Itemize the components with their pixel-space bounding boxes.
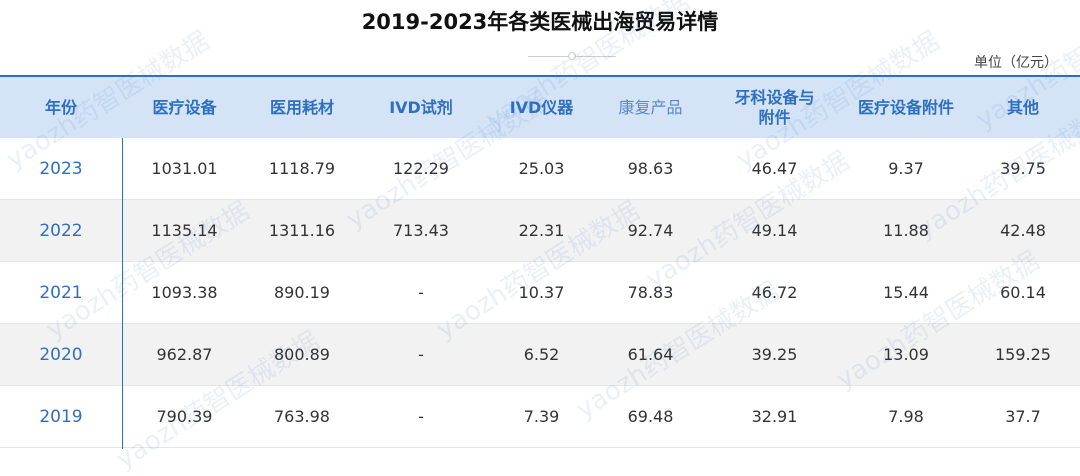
year-cell: 2020	[39, 344, 83, 365]
value-cell: 46.47	[751, 159, 798, 178]
value-cell: 49.14	[751, 221, 798, 240]
header-cell-ivd-reagents: IVD试剂	[389, 97, 453, 117]
value-cell: 1093.38	[151, 283, 218, 302]
table-row: 2022 1135.14 1311.16 713.43 22.31 92.74 49.14 1…	[0, 200, 1080, 262]
value-cell: 1135.14	[151, 221, 218, 240]
value-cell: 39.25	[751, 345, 798, 364]
year-column-divider	[122, 138, 123, 449]
value-cell: 7.98	[888, 407, 924, 426]
value-cell: 713.43	[393, 221, 449, 240]
value-cell: 10.37	[518, 283, 565, 302]
divider-dot	[568, 52, 576, 60]
year-cell: 2019	[39, 406, 83, 427]
header-cell-rehab: 康复产品	[618, 97, 683, 117]
value-cell: 98.63	[627, 159, 674, 178]
value-cell: 15.44	[883, 283, 929, 302]
year-cell: 2023	[39, 158, 83, 179]
value-cell: 962.87	[156, 345, 213, 364]
value-cell: 7.39	[523, 407, 560, 426]
header-cell-equipment-accessories: 医疗设备附件	[857, 97, 954, 117]
value-cell: 69.48	[627, 407, 674, 426]
value-cell: 32.91	[751, 407, 798, 426]
value-cell: 159.25	[995, 345, 1051, 364]
value-cell: 37.7	[1005, 407, 1041, 426]
value-cell: 1311.16	[268, 221, 336, 240]
data-table: 年份 医疗设备 医用耗材 IVD试剂 IVD仪器 康复产品 牙科设备与 附件 医…	[0, 75, 1080, 449]
table-row: 2021 1093.38 890.19 - 10.37 78.83 46.72 15.44 60…	[0, 262, 1080, 324]
value-cell: 60.14	[1000, 283, 1046, 302]
value-cell: 890.19	[274, 283, 330, 302]
value-cell: 39.75	[1000, 159, 1046, 178]
page-title: 2019-2023年各类医械出海贸易详情	[361, 10, 719, 34]
year-cell: 2022	[39, 220, 83, 241]
value-cell: 22.31	[518, 221, 565, 240]
value-cell: 92.74	[627, 221, 674, 240]
value-cell: 61.64	[627, 345, 674, 364]
year-cell: 2021	[39, 282, 83, 303]
table-row: 2020 962.87 800.89 - 6.52 61.64 39.25 13.09 159.…	[0, 324, 1080, 386]
value-cell: 800.89	[274, 345, 330, 364]
value-cell: -	[418, 345, 424, 364]
table-row: 2019 790.39 763.98 - 7.39 69.48 32.91 7.98 37.7	[0, 386, 1080, 448]
value-cell: 11.88	[883, 221, 929, 240]
header-cell-dental: 牙科设备与 附件	[734, 87, 815, 127]
table-header-row: 年份 医疗设备 医用耗材 IVD试剂 IVD仪器 康复产品 牙科设备与 附件 医…	[0, 75, 1080, 138]
value-cell: 1031.01	[151, 159, 218, 178]
value-cell: 13.09	[883, 345, 929, 364]
header-cell-medical-equipment: 医疗设备	[152, 97, 217, 117]
value-cell: -	[418, 407, 424, 426]
value-cell: 9.37	[888, 159, 924, 178]
value-cell: 763.98	[274, 407, 330, 426]
value-cell: 42.48	[1000, 221, 1046, 240]
header-cell-ivd-instruments: IVD仪器	[509, 97, 574, 117]
value-cell: 6.52	[523, 345, 560, 364]
value-cell: 790.39	[156, 407, 213, 426]
header-cell-consumables: 医用耗材	[269, 97, 334, 117]
value-cell: 46.72	[751, 283, 798, 302]
table-row: 2023 1031.01 1118.79 122.29 25.03 98.63 46.47 9…	[0, 138, 1080, 200]
value-cell: 78.83	[627, 283, 674, 302]
value-cell: 1118.79	[268, 159, 336, 178]
value-cell: -	[418, 283, 424, 302]
header-cell-other: 其他	[1006, 97, 1039, 117]
value-cell: 25.03	[518, 159, 565, 178]
value-cell: 122.29	[393, 159, 449, 178]
header-cell-year: 年份	[44, 97, 77, 117]
unit-label: 单位（亿元）	[974, 55, 1058, 71]
